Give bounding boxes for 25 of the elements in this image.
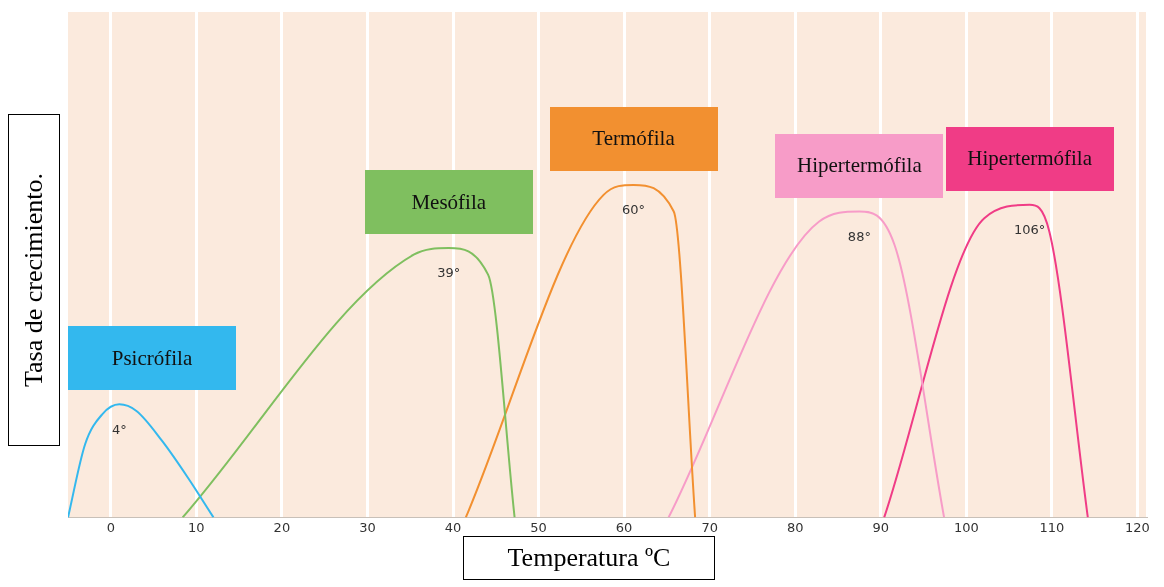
y-axis-title: Tasa de crecimiento. xyxy=(19,172,49,388)
annotation: 39° xyxy=(437,265,461,281)
x-tick-label: 60 xyxy=(615,519,633,535)
name-tag: Psicrófila xyxy=(68,326,236,391)
x-tick-label: 10 xyxy=(188,519,205,535)
name-tag: Mesófila xyxy=(364,170,533,235)
x-tick-label: 70 xyxy=(701,519,718,535)
x-tick-label: 50 xyxy=(530,519,547,535)
x-tick-label: 30 xyxy=(359,519,376,535)
annotation: 4° xyxy=(111,421,127,437)
x-tick-label: 110 xyxy=(1039,519,1065,535)
annotation: 106° xyxy=(1013,222,1046,238)
name-tag: Hipertermófila xyxy=(775,133,944,198)
x-tick-label: 120 xyxy=(1125,519,1150,535)
x-tick-label: 0 xyxy=(106,519,115,535)
annotation: 60° xyxy=(622,202,646,218)
name-tag: Termófila xyxy=(549,106,718,171)
x-tick-label: 20 xyxy=(273,519,291,535)
x-tick-label: 100 xyxy=(953,519,979,535)
annotation: 88° xyxy=(847,228,871,244)
x-tick-label: 90 xyxy=(872,519,890,535)
x-axis-title: Temperatura ºC xyxy=(463,536,715,580)
x-tick-label: 80 xyxy=(786,519,804,535)
x-tick-label: 40 xyxy=(444,519,462,535)
name-tag: Hipertermófila xyxy=(945,126,1114,191)
